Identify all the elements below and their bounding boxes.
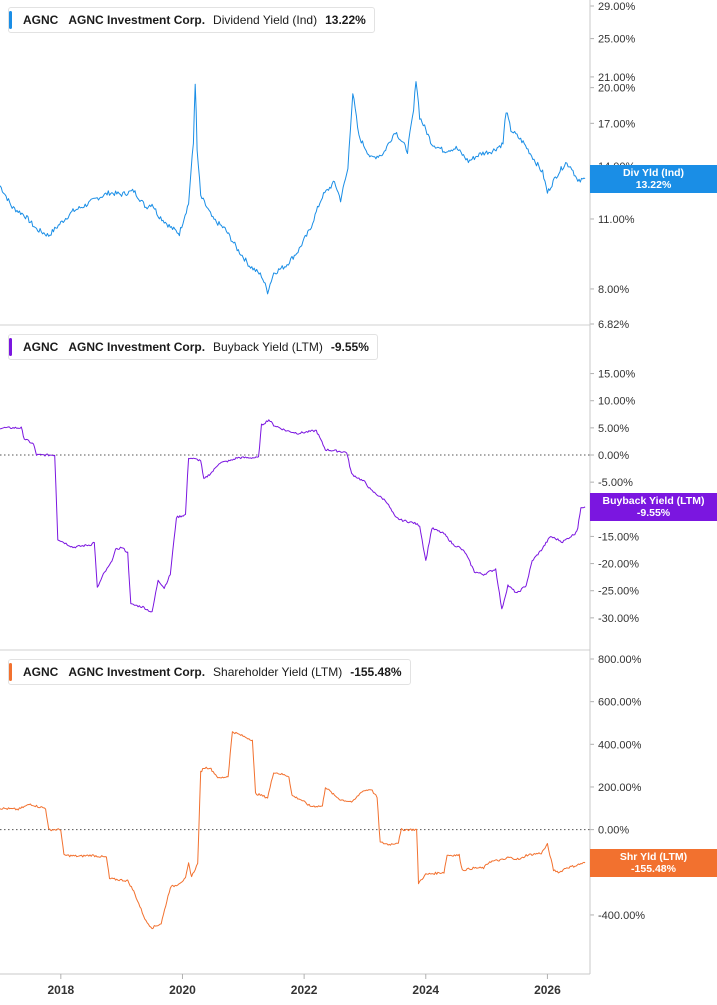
y-tick-label: 29.00%	[598, 1, 636, 13]
y-tick-label: -30.00%	[598, 613, 639, 625]
series-line-0	[0, 81, 586, 295]
y-tick-label: 0.00%	[598, 450, 629, 462]
legend-value: -155.48%	[350, 665, 402, 679]
value-tag-value: -9.55%	[636, 506, 671, 519]
y-tick-label: 15.00%	[598, 369, 636, 381]
y-tick-label: 11.00%	[598, 214, 635, 226]
y-tick-label: 6.82%	[598, 319, 629, 331]
legend-company: AGNC Investment Corp.	[68, 340, 206, 354]
legend-company: AGNC Investment Corp.	[68, 665, 206, 679]
y-tick-label: 8.00%	[598, 284, 629, 296]
legend-ticker: AGNC	[23, 665, 59, 679]
legend-metric: Dividend Yield (Ind)	[213, 13, 318, 27]
legend-swatch-buyback	[9, 338, 12, 356]
y-tick-label: -5.00%	[598, 477, 633, 489]
value-tag-dividend: Div Yld (Ind) 13.22%	[590, 164, 717, 193]
y-tick-label: -25.00%	[598, 586, 639, 598]
legend-swatch-shareholder	[9, 663, 12, 681]
value-tag-value: 13.22%	[635, 178, 672, 191]
y-tick-label: 25.00%	[598, 34, 636, 46]
x-tick-label: 2020	[169, 983, 196, 997]
legend-shareholder-yield: AGNC AGNC Investment Corp. Shareholder Y…	[8, 659, 411, 685]
chart-panel-2: 800.00%600.00%400.00%200.00%0.00%-200.00…	[0, 649, 645, 930]
legend-ticker: AGNC	[23, 340, 59, 354]
value-tag-value: -155.48%	[631, 862, 676, 875]
x-tick-label: 2018	[47, 983, 74, 997]
legend-swatch-dividend	[9, 11, 12, 29]
value-tag-label: Shr Yld (LTM)	[619, 850, 688, 863]
series-line-2	[0, 731, 586, 930]
legend-value: -9.55%	[330, 340, 369, 354]
legend-company: AGNC Investment Corp.	[68, 13, 206, 27]
y-tick-label: 400.00%	[598, 739, 642, 751]
y-tick-label: 17.00%	[598, 118, 636, 130]
y-tick-label: 200.00%	[598, 782, 642, 794]
x-tick-label: 2024	[412, 983, 439, 997]
series-line-1	[0, 419, 586, 613]
y-tick-label: -400.00%	[598, 910, 645, 922]
x-tick-label: 2022	[291, 983, 318, 997]
y-tick-label: 600.00%	[598, 697, 642, 709]
legend-value: 13.22%	[325, 13, 366, 27]
value-tag-shareholder: Shr Yld (LTM) -155.48%	[590, 848, 717, 877]
y-tick-label: 5.00%	[598, 423, 629, 435]
legend-dividend-yield: AGNC AGNC Investment Corp. Dividend Yiel…	[8, 7, 375, 33]
value-tag-buyback: Buyback Yield (LTM) -9.55%	[590, 492, 717, 521]
y-tick-label: 10.00%	[598, 396, 636, 408]
chart-panel-1: 15.00% 10.00% 5.00% 0.00% -5.00% -15.00% -20.0…	[0, 324, 639, 625]
chart-panel-0: 29.00%25.00%21.00%20.00%17.00%14.00%11.0…	[0, 1, 636, 331]
value-tag-label: Buyback Yield (LTM)	[602, 494, 705, 507]
y-tick-label: 21.00%	[598, 72, 636, 84]
value-tag-label: Div Yld (Ind)	[622, 166, 685, 179]
legend-metric: Buyback Yield (LTM)	[213, 340, 323, 354]
legend-ticker: AGNC	[23, 13, 59, 27]
y-tick-label: 0.00%	[598, 825, 629, 837]
y-tick-label: 20.00%	[598, 83, 636, 95]
y-tick-label: -20.00%	[598, 559, 639, 571]
x-tick-label: 2026	[534, 983, 561, 997]
legend-metric: Shareholder Yield (LTM)	[213, 665, 343, 679]
legend-buyback-yield: AGNC AGNC Investment Corp. Buyback Yield…	[8, 334, 378, 360]
y-tick-label: -15.00%	[598, 531, 639, 543]
y-tick-label: 800.00%	[598, 654, 642, 666]
